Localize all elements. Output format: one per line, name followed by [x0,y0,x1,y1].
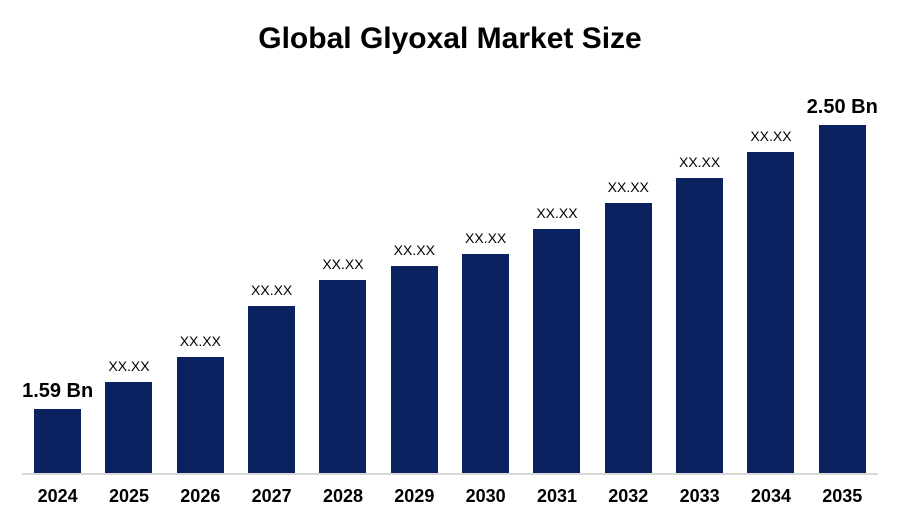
bar-value-label: XX.XX [607,179,649,195]
bar [604,203,652,473]
bar-value-label: XX.XX [179,333,221,349]
x-axis-labels: 2024 2025 2026 2027 2028 2029 2030 2031 2032 2033… [22,487,878,505]
bar-value-label: XX.XX [750,128,792,144]
bar [462,254,510,473]
x-axis-tick-label: 2035 [822,486,863,506]
bar-value-label: XX.XX [108,358,150,374]
chart-title: Global Glyoxal Market Size [258,22,642,55]
bar-column: XX.XX [307,0,378,473]
bar-column: XX.XX [521,0,592,473]
bar [818,125,866,473]
bar-value-label: 1.59 Bn [22,380,94,402]
bar-column: XX.XX [379,0,450,473]
bar-value-label: XX.XX [393,242,435,258]
bar-column: XX.XX [450,0,521,473]
bar-value-label: XX.XX [536,205,578,221]
bar [676,178,724,473]
bar-column: XX.XX [236,0,307,473]
bar-value-label: XX.XX [322,256,364,272]
x-axis-tick-label: 2025 [108,486,150,506]
plot-area: 1.59 Bn XX.XX XX.XX XX.XX XX.XX XX.XX XX.XX XX.… [22,0,878,473]
x-axis-tick-label: 2033 [679,486,720,506]
bar [747,152,795,473]
bar-column: 1.59 Bn [22,0,93,473]
bar-column: 2.50 Bn [807,0,878,473]
bar-value-label: XX.XX [678,154,721,170]
x-axis-tick-label: 2030 [465,486,506,506]
bar [319,280,367,473]
x-axis-tick-label: 2028 [322,486,363,506]
x-axis-tick-label: 2026 [180,486,221,506]
bar [248,306,296,473]
bar-column: XX.XX [593,0,664,473]
x-axis-tick-label: 2027 [251,486,292,506]
x-axis-tick-label: 2029 [394,486,435,506]
x-axis-tick-label: 2032 [608,486,649,506]
bar-column: XX.XX [93,0,164,473]
bar [176,357,224,473]
bar-value-label: XX.XX [465,230,507,246]
bar-column: XX.XX [664,0,735,473]
bar [390,266,438,473]
bar-column: XX.XX [735,0,806,473]
bar-column: XX.XX [165,0,236,473]
bar [105,382,153,473]
x-axis-tick-label: 2034 [750,486,791,506]
bar [34,409,82,473]
bar [533,229,581,473]
bar-value-label: 2.50 Bn [806,96,878,118]
x-axis-tick-label: 2024 [37,486,78,506]
x-axis-line [22,473,878,475]
bar-value-label: XX.XX [251,282,293,298]
x-axis-tick-label: 2031 [536,486,577,506]
